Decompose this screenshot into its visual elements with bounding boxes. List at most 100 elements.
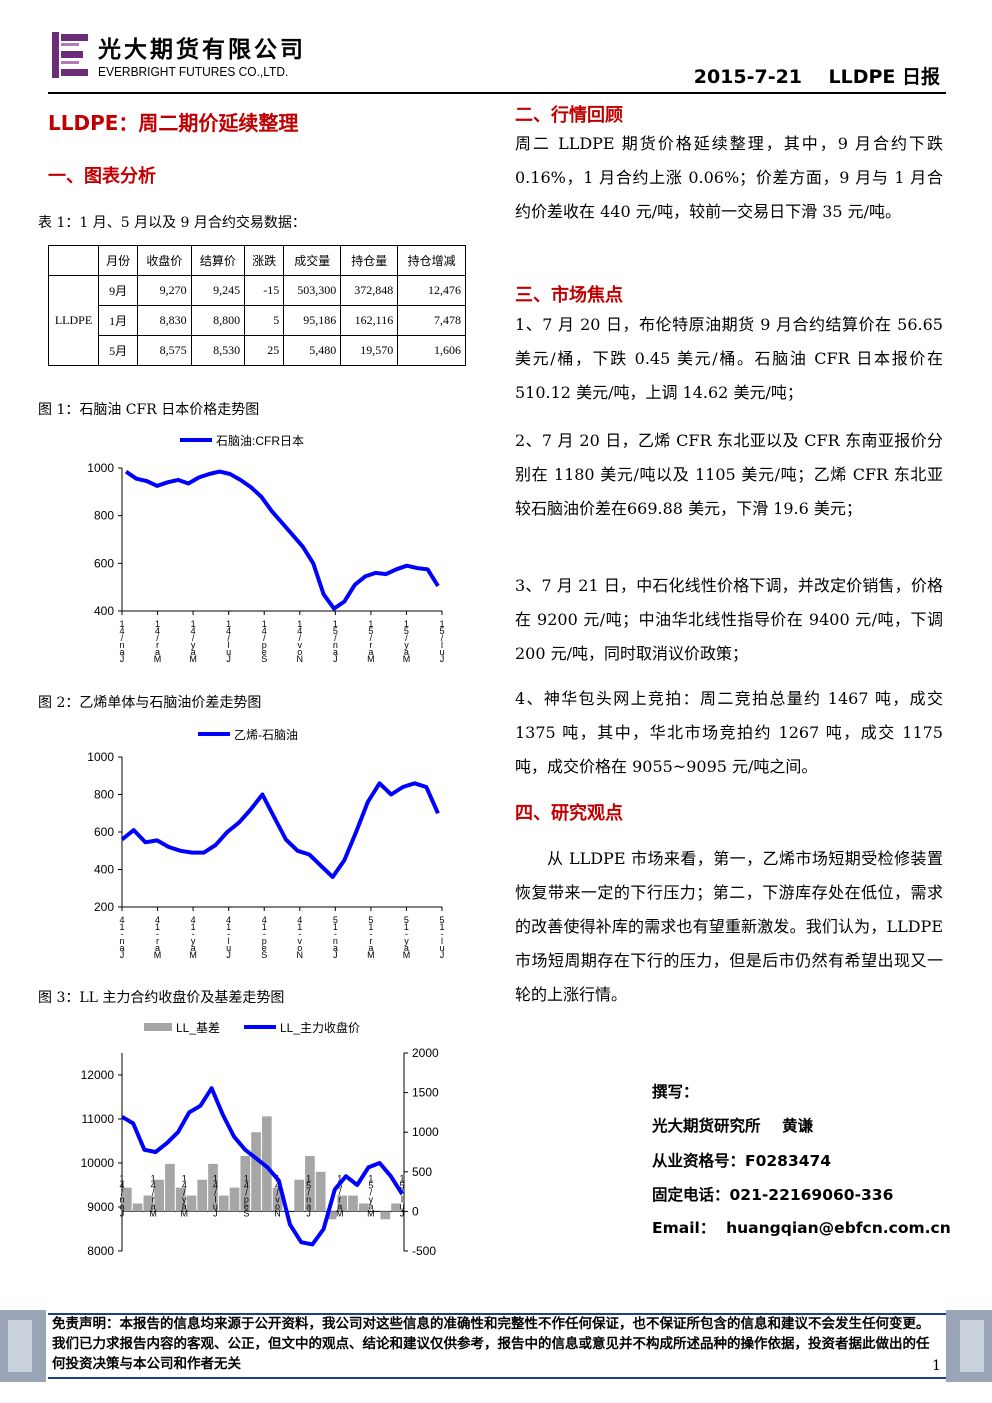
x-tick-label: 1 — [155, 619, 160, 629]
table-cell: 372,848 — [340, 275, 399, 306]
section-chart-analysis: 一、图表分析 — [48, 166, 156, 187]
x-tick-label: / — [334, 633, 337, 643]
x-tick-label: 1 — [182, 1173, 187, 1183]
table-header: 涨跌 — [244, 245, 285, 276]
x-tick-label: a — [151, 1201, 156, 1211]
x-tick-label: M — [154, 950, 162, 960]
x-tick-label: a — [337, 1201, 342, 1211]
x-tick-label: J — [213, 1208, 218, 1218]
x-tick-label: / — [370, 1187, 373, 1197]
x-tick-label: N — [297, 654, 304, 664]
table-cell: 5 — [244, 305, 285, 336]
naphtha-price-chart: 石脑油:CFR日本100080060040014/naJ14/raM14/yaM… — [87, 434, 445, 664]
x-tick-label: / — [299, 633, 302, 643]
x-tick-label: 4 — [119, 1180, 124, 1190]
x-tick-label: - — [156, 929, 159, 939]
x-tick-label: n — [119, 936, 124, 946]
basis-bar — [262, 1116, 272, 1212]
table-cell: 5,480 — [283, 335, 342, 366]
basis-bar — [305, 1155, 315, 1212]
x-tick-label: M — [403, 654, 411, 664]
basis-bar — [326, 1211, 337, 1220]
x-tick-label: J — [440, 654, 445, 664]
x-tick-label: 4 — [262, 626, 267, 636]
x-tick-label: M — [149, 1208, 157, 1218]
x-tick-label: / — [156, 633, 159, 643]
x-tick-label: / — [183, 1187, 186, 1197]
x-tick-label: r — [152, 1194, 155, 1204]
table-header: 持仓增减 — [397, 245, 466, 276]
y-tick-label: 0 — [412, 1204, 419, 1218]
x-tick-label: M — [189, 950, 197, 960]
x-tick-label: 4 — [155, 915, 160, 925]
x-tick-label: J — [440, 950, 445, 960]
table-row: 5月 8,575 8,530 25 5,480 19,570 1,606 — [49, 335, 466, 366]
basis-bar — [132, 1203, 143, 1212]
x-tick-label: n — [119, 1194, 124, 1204]
table-header: 结算价 — [190, 245, 246, 276]
x-tick-label: a — [191, 647, 196, 657]
y-tick-label: 11000 — [82, 1112, 115, 1126]
x-tick-label: v — [298, 640, 303, 650]
x-tick-label: M — [367, 950, 375, 960]
y-tick-label: 1000 — [412, 1125, 439, 1139]
table-cell: 12,476 — [397, 275, 466, 306]
x-tick-label: - — [121, 929, 124, 939]
basis-bar — [294, 1179, 304, 1212]
figure2-caption: 图 2：乙烯单体与石脑油价差走势图 — [38, 695, 262, 711]
report-title: LLDPE：周二期价延续整理 — [48, 111, 299, 135]
x-tick-label: N — [297, 950, 304, 960]
table-cell: 1,606 — [397, 335, 466, 366]
table-cell: 7,478 — [397, 305, 466, 336]
x-tick-label: J — [333, 654, 338, 664]
y-tick-label: -500 — [412, 1244, 436, 1258]
x-tick-label: a — [404, 943, 409, 953]
close-price-line — [120, 1086, 404, 1247]
figure3-caption: 图 3：LL 主力合约收盘价及基差走势图 — [38, 990, 285, 1006]
market-review-paragraph: 周二 LLDPE 期货价格延续整理，其中，9 月合约下跌 0.16%，1 月合约… — [515, 134, 943, 221]
x-tick-label: 5 — [439, 626, 444, 636]
x-tick-label: a — [119, 647, 124, 657]
series-line — [124, 469, 440, 611]
x-tick-label: r — [156, 936, 159, 946]
legend-label: LL_基差 — [176, 1021, 220, 1035]
x-tick-label: / — [192, 633, 195, 643]
table-header: 收盘价 — [137, 245, 192, 276]
x-tick-label: M — [367, 654, 375, 664]
table-header-blank — [48, 245, 99, 276]
x-tick-label: 5 — [333, 626, 338, 636]
y-tick-label: 8000 — [87, 1244, 114, 1258]
y-tick-label: 9000 — [87, 1200, 114, 1214]
table-product-cell: LLDPE — [48, 275, 99, 366]
x-tick-label: v — [275, 1194, 280, 1204]
author-email[interactable]: Email： huangqian@ebfcn.com.cn — [652, 1219, 951, 1237]
x-tick-label: a — [119, 1201, 124, 1211]
x-tick-label: l — [441, 640, 443, 650]
y-tick-label: 600 — [94, 825, 114, 839]
x-tick-label: / — [441, 633, 444, 643]
basis-bar — [240, 1155, 251, 1212]
x-tick-label: 1 — [155, 922, 160, 932]
company-name-cn: 光大期货有限公司 — [98, 37, 306, 63]
x-tick-label: 4 — [213, 1180, 218, 1190]
x-tick-label: a — [404, 647, 409, 657]
x-tick-label: r — [369, 640, 372, 650]
table-header-row: 月份 收盘价 结算价 涨跌 成交量 持仓量 持仓增减 — [48, 245, 466, 276]
x-tick-label: / — [405, 633, 408, 643]
x-tick-label: a — [333, 943, 338, 953]
x-tick-label: 1 — [368, 922, 373, 932]
x-tick-label: a — [119, 943, 124, 953]
x-tick-label: 4 — [119, 626, 124, 636]
table-cell: 9月 — [97, 275, 139, 306]
x-tick-label: 1 — [306, 1173, 311, 1183]
table-cell: 9,245 — [190, 275, 246, 306]
table-row: LLDPE 9月 9,270 9,245 -15 503,300 372,848… — [48, 275, 466, 366]
x-tick-label: u — [213, 1201, 218, 1211]
x-tick-label: u — [439, 943, 444, 953]
table-cell: 25 — [244, 335, 285, 366]
x-tick-label: a — [306, 1201, 311, 1211]
x-tick-label: 4 — [226, 915, 231, 925]
x-tick-label: 5 — [306, 1180, 311, 1190]
x-tick-label: / — [227, 633, 230, 643]
x-tick-label: y — [191, 936, 196, 946]
